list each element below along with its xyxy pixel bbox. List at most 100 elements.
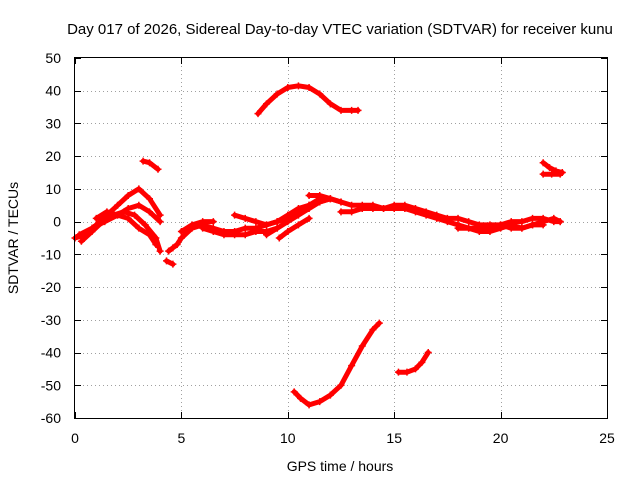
- data-point: [294, 221, 302, 229]
- data-point: [114, 201, 122, 209]
- data-point: [305, 205, 313, 213]
- series-trace: [255, 83, 361, 117]
- y-tick-label: -60: [41, 410, 61, 426]
- data-point: [550, 214, 558, 222]
- data-point: [465, 218, 473, 226]
- data-point: [337, 198, 345, 206]
- data-point: [241, 214, 249, 222]
- data-point: [145, 231, 153, 239]
- plot-frame: [74, 57, 608, 419]
- data-point: [188, 221, 196, 229]
- data-point: [316, 398, 324, 406]
- data-point: [358, 205, 366, 213]
- data-point: [99, 218, 107, 226]
- y-axis-label: SDTVAR / TECUs: [5, 182, 21, 294]
- data-point: [518, 224, 526, 232]
- data-point: [241, 231, 249, 239]
- data-point: [135, 185, 143, 193]
- data-point: [124, 191, 132, 199]
- x-tick-label: 5: [178, 430, 186, 446]
- data-point: [154, 165, 162, 173]
- data-point: [294, 82, 302, 90]
- data-point: [394, 368, 402, 376]
- data-point: [539, 218, 547, 226]
- data-point: [497, 224, 505, 232]
- x-tick-label: 0: [71, 430, 79, 446]
- data-point: [169, 244, 177, 252]
- data-point: [529, 221, 537, 229]
- data-point: [369, 205, 377, 213]
- data-point: [231, 211, 239, 219]
- x-tick-label: 15: [386, 430, 402, 446]
- data-point: [348, 208, 356, 216]
- data-point: [358, 342, 366, 350]
- data-point: [177, 234, 185, 242]
- data-point: [403, 368, 411, 376]
- data-point: [348, 362, 356, 370]
- x-tick-label: 25: [599, 430, 615, 446]
- data-point: [507, 221, 515, 229]
- data-point: [92, 214, 100, 222]
- data-point: [275, 234, 283, 242]
- data-point: [411, 365, 419, 373]
- data-point: [380, 205, 388, 213]
- data-point: [120, 208, 128, 216]
- data-point: [337, 208, 345, 216]
- y-tick-label: -20: [41, 279, 61, 295]
- data-point: [475, 227, 483, 235]
- y-tick-label: -10: [41, 246, 61, 262]
- data-point: [556, 170, 564, 178]
- data-point: [546, 164, 554, 172]
- data-point: [163, 257, 171, 265]
- data-point: [209, 218, 217, 226]
- series-trace: [276, 215, 312, 241]
- data-point: [156, 211, 164, 219]
- data-point: [152, 241, 160, 249]
- data-point: [145, 195, 153, 203]
- y-tick-label: 40: [45, 83, 61, 99]
- data-point: [337, 106, 345, 114]
- series-arc-19: [290, 319, 383, 409]
- data-point: [273, 224, 281, 232]
- data-point: [252, 227, 260, 235]
- y-tick-label: -40: [41, 345, 61, 361]
- data-point: [199, 218, 207, 226]
- data-point: [124, 214, 132, 222]
- data-point: [354, 106, 362, 114]
- data-point: [135, 224, 143, 232]
- data-point: [337, 381, 345, 389]
- data-point: [433, 214, 441, 222]
- data-point: [454, 214, 462, 222]
- data-point: [518, 218, 526, 226]
- data-point: [369, 326, 377, 334]
- data-point: [529, 214, 537, 222]
- data-point: [145, 159, 153, 167]
- data-point: [539, 159, 547, 167]
- series-arc-5: [139, 157, 162, 173]
- series-arc-20: [394, 349, 432, 376]
- data-point: [141, 221, 149, 229]
- y-tick-label: 0: [53, 214, 61, 230]
- data-point: [486, 227, 494, 235]
- data-point: [316, 90, 324, 98]
- data-point: [294, 211, 302, 219]
- y-tick-label: -50: [41, 377, 61, 393]
- series-arc-7: [163, 257, 177, 268]
- data-point: [284, 218, 292, 226]
- data-point: [290, 388, 298, 396]
- data-point: [145, 208, 153, 216]
- data-point: [254, 110, 262, 118]
- y-tick-label: 10: [45, 181, 61, 197]
- series-trace: [291, 320, 382, 408]
- data-point: [273, 90, 281, 98]
- data-point: [273, 218, 281, 226]
- data-point: [139, 157, 147, 165]
- data-point: [177, 227, 185, 235]
- data-point: [316, 198, 324, 206]
- data-point: [284, 83, 292, 91]
- data-point: [375, 319, 383, 327]
- data-point: [418, 358, 426, 366]
- y-tick-label: 50: [45, 50, 61, 66]
- data-point: [548, 170, 556, 178]
